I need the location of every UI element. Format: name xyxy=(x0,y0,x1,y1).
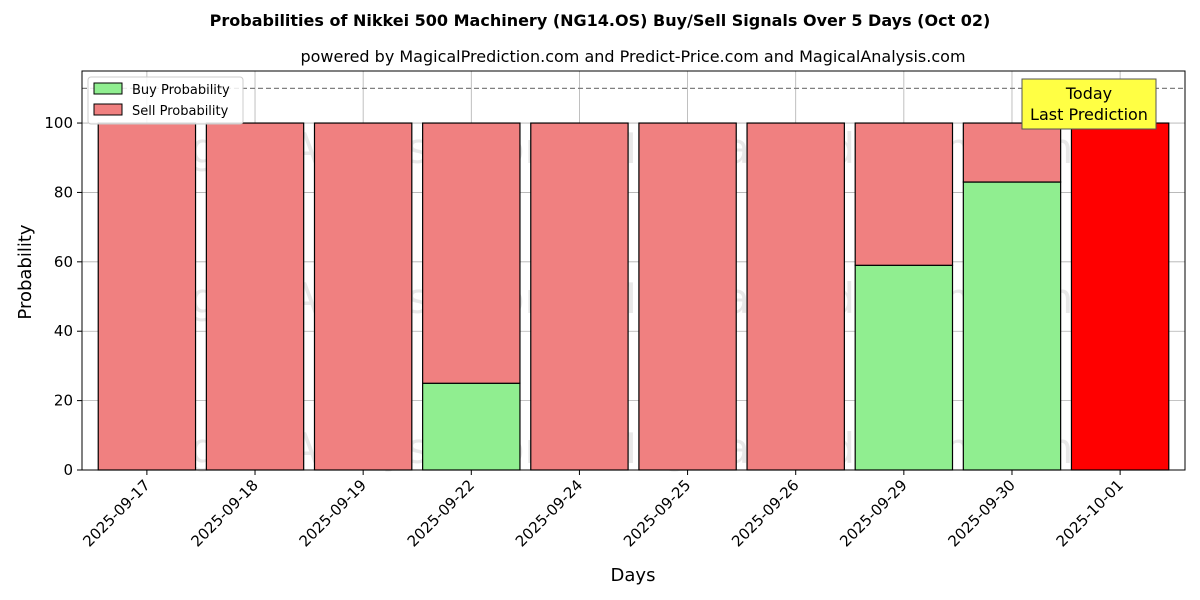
y-axis-label: Probability xyxy=(15,224,36,319)
annotation-line2: Last Prediction xyxy=(1030,105,1148,124)
bar-sell xyxy=(530,122,629,471)
legend-label-buy: Buy Probability xyxy=(132,83,230,98)
y-tick-label: 20 xyxy=(54,392,73,410)
bar-sell xyxy=(638,122,737,471)
bar-sell xyxy=(313,122,413,471)
x-tick-label: 2025-09-29 xyxy=(836,476,910,550)
x-axis-label: Days xyxy=(611,565,656,586)
legend-swatch-buy xyxy=(93,82,123,95)
x-tick-label: 2025-09-17 xyxy=(79,476,153,550)
y-tick-label: 100 xyxy=(44,114,73,132)
x-tick-label: 2025-09-26 xyxy=(728,476,802,550)
plot-frame xyxy=(81,70,1186,471)
y-tick-label: 40 xyxy=(54,322,73,340)
x-tick-label: 2025-09-19 xyxy=(296,476,370,550)
bar-buy xyxy=(854,264,954,471)
today-annotation: Today Last Prediction xyxy=(1021,78,1157,130)
x-tick-label: 2025-09-22 xyxy=(404,476,478,550)
bar-sell xyxy=(962,122,1062,183)
chart-subtitle: powered by MagicalPrediction.com and Pre… xyxy=(300,47,965,66)
bar-sell xyxy=(422,122,521,384)
bar-layer xyxy=(97,122,1170,471)
bar-buy xyxy=(422,382,521,471)
chart-title: Probabilities of Nikkei 500 Machinery (N… xyxy=(210,11,991,30)
bar-sell xyxy=(854,122,954,266)
bar-sell-highlight xyxy=(1070,122,1170,471)
x-tick-label: 2025-09-30 xyxy=(944,476,1018,550)
legend: Buy Probability Sell Probability xyxy=(87,76,244,125)
bar-sell xyxy=(205,122,305,471)
bar-buy xyxy=(962,181,1062,471)
x-tick-label: 2025-10-01 xyxy=(1053,476,1127,550)
x-tick-label: 2025-09-24 xyxy=(512,476,586,550)
annotation-box xyxy=(1021,78,1157,130)
y-tick-label: 60 xyxy=(54,253,73,271)
y-tick-label: 0 xyxy=(63,461,73,479)
bar-sell xyxy=(97,122,197,471)
legend-box xyxy=(87,76,244,125)
legend-label-sell: Sell Probability xyxy=(132,104,229,119)
x-tick-label: 2025-09-25 xyxy=(620,476,694,550)
x-tick-label: 2025-09-18 xyxy=(187,476,261,550)
y-tick-label: 80 xyxy=(54,183,73,201)
annotation-line1: Today xyxy=(1065,84,1112,103)
legend-swatch-sell xyxy=(93,103,123,116)
bar-sell xyxy=(746,122,845,471)
